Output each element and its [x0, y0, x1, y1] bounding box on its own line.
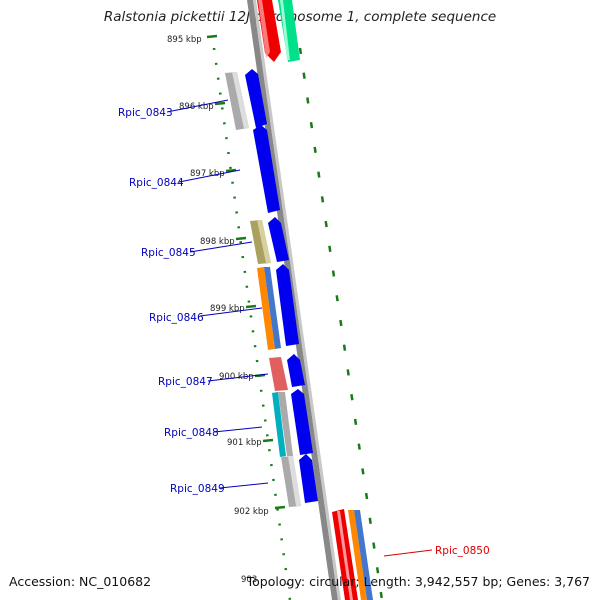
gene-rpic-0843[interactable] [225, 69, 267, 130]
tick-label: 898 kbp [200, 237, 235, 247]
gene-label-rpic-0848[interactable]: Rpic_0848 [164, 427, 219, 439]
right-guide-line [298, 47, 384, 600]
tick-label: 899 kbp [210, 304, 245, 314]
gene-rpic-0846[interactable] [257, 264, 299, 350]
gene-label-rpic-0847[interactable]: Rpic_0847 [158, 376, 213, 388]
gene-label-rpic-0844[interactable]: Rpic_0844 [129, 177, 184, 189]
tick-label: 902 kbp [234, 507, 269, 517]
gene-label-rpic-0845[interactable]: Rpic_0845 [141, 247, 196, 259]
gene-labels: Rpic_0843 Rpic_0844 Rpic_0845 Rpic_0846 … [118, 107, 490, 557]
left-guide-line [212, 47, 292, 600]
accession-text: Accession: NC_010682 [9, 574, 152, 589]
tick-label: 895 kbp [167, 35, 202, 45]
tick-label: 896 kbp [179, 102, 214, 112]
tick-label: 903 [241, 575, 257, 585]
gene-rpic-0850[interactable] [332, 509, 373, 600]
topology-summary: Topology: circular; Length: 3,942,557 bp… [246, 574, 590, 589]
tick-marks [206, 34, 286, 510]
gene-rpic-0847[interactable] [269, 354, 305, 391]
map-title: Ralstonia pickettii 12J chromosome 1, co… [103, 9, 497, 25]
gene-label-rpic-0850[interactable]: Rpic_0850 [435, 545, 490, 557]
tick-label: 901 kbp [227, 438, 262, 448]
top-gene-block [257, 0, 300, 62]
gene-rpic-0845[interactable] [250, 217, 289, 264]
gene-rpic-0848[interactable] [272, 389, 313, 457]
tick-label: 900 kbp [219, 372, 254, 382]
gene-rpic-0844[interactable] [253, 125, 280, 213]
tick-label: 897 kbp [190, 169, 225, 179]
tick-labels: 895 kbp 896 kbp 897 kbp 898 kbp 899 kbp … [167, 35, 269, 585]
gene-label-rpic-0846[interactable]: Rpic_0846 [149, 312, 204, 324]
label-leaders [166, 99, 433, 557]
gene-label-rpic-0849[interactable]: Rpic_0849 [170, 483, 225, 495]
gene-rpic-0849[interactable] [281, 454, 318, 507]
gene-label-rpic-0843[interactable]: Rpic_0843 [118, 107, 173, 119]
